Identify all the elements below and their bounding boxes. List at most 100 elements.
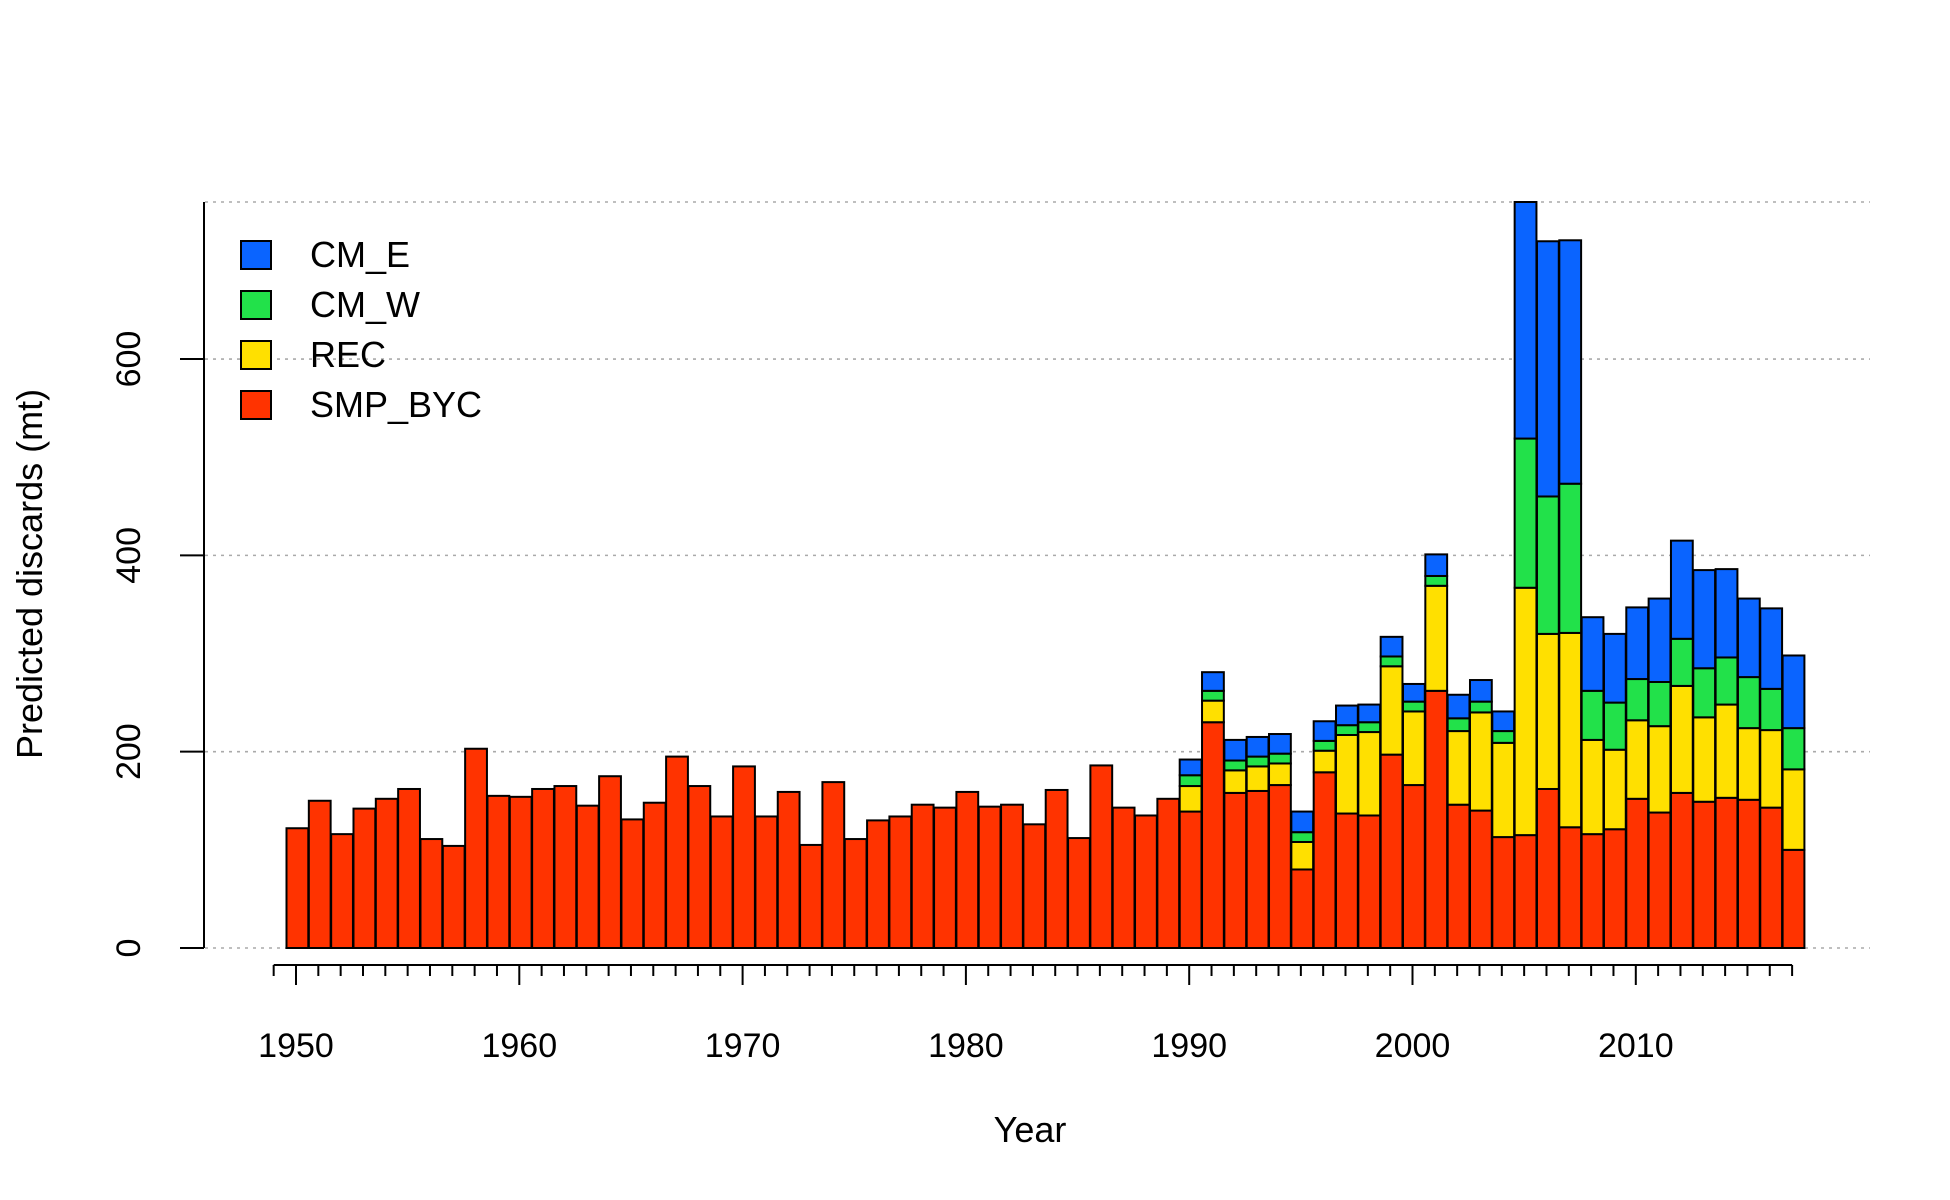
bar-cm-e-1996 <box>1312 720 1337 742</box>
bar-rec-1998 <box>1357 731 1382 817</box>
bar-rec-2016 <box>1759 729 1784 809</box>
bar-smp-byc-2006 <box>1535 787 1560 949</box>
bar-cm-w-2000 <box>1402 700 1426 713</box>
bar-smp-byc-1978 <box>910 803 935 949</box>
legend-swatch-cm-w <box>240 290 272 320</box>
x-tick-label: 1970 <box>705 1027 781 1065</box>
bar-cm-w-1992 <box>1223 759 1248 772</box>
bar-cm-w-2005 <box>1513 437 1538 589</box>
bar-cm-e-2014 <box>1714 568 1739 659</box>
bar-smp-byc-1973 <box>799 843 823 949</box>
bar-smp-byc-1977 <box>888 815 913 950</box>
bar-cm-e-2016 <box>1759 607 1784 690</box>
legend-swatch-smp-byc <box>240 390 272 420</box>
bar-smp-byc-2012 <box>1669 791 1694 949</box>
bar-smp-byc-1988 <box>1134 814 1158 949</box>
bar-cm-e-1994 <box>1268 733 1292 755</box>
bar-rec-1996 <box>1312 749 1337 774</box>
bar-cm-w-2015 <box>1736 676 1761 730</box>
bar-rec-2015 <box>1736 727 1761 801</box>
bar-cm-w-2009 <box>1602 701 1627 751</box>
bar-smp-byc-1998 <box>1357 814 1382 949</box>
bar-rec-1991 <box>1201 699 1225 724</box>
bar-cm-w-1991 <box>1201 689 1225 702</box>
bar-rec-2009 <box>1602 748 1627 831</box>
bar-smp-byc-1982 <box>1000 803 1024 949</box>
bar-smp-byc-1996 <box>1312 771 1337 949</box>
bar-smp-byc-1986 <box>1089 764 1114 950</box>
bar-cm-w-2017 <box>1781 727 1806 771</box>
bar-rec-1999 <box>1379 665 1404 756</box>
bar-smp-byc-2011 <box>1647 811 1672 950</box>
bar-cm-e-2004 <box>1491 710 1516 733</box>
bar-smp-byc-1957 <box>441 844 466 949</box>
bar-cm-w-2006 <box>1535 495 1560 635</box>
bar-smp-byc-2013 <box>1692 800 1717 950</box>
bar-smp-byc-1974 <box>821 781 846 949</box>
bar-smp-byc-2017 <box>1781 848 1806 949</box>
bar-smp-byc-1955 <box>397 787 421 949</box>
x-tick-label: 1960 <box>481 1027 557 1065</box>
bar-smp-byc-1962 <box>553 785 578 950</box>
bar-rec-2013 <box>1692 716 1717 803</box>
bar-rec-2012 <box>1669 684 1694 794</box>
bar-smp-byc-2003 <box>1468 809 1493 949</box>
bar-smp-byc-1994 <box>1268 784 1292 950</box>
bar-smp-byc-1987 <box>1111 806 1136 949</box>
x-axis-label: Year <box>994 1109 1067 1150</box>
bar-rec-2002 <box>1446 730 1471 806</box>
bar-cm-w-2011 <box>1647 680 1672 728</box>
x-tick-label: 1980 <box>928 1027 1004 1065</box>
bar-cm-e-2007 <box>1558 239 1583 485</box>
bar-smp-byc-1950 <box>285 827 310 950</box>
legend-label-cm-w: CM_W <box>310 284 420 325</box>
bar-cm-w-1993 <box>1245 755 1270 768</box>
bar-smp-byc-2008 <box>1580 833 1605 949</box>
legend-label-rec: REC <box>310 334 386 375</box>
bar-cm-w-1990 <box>1178 774 1203 788</box>
bar-smp-byc-2000 <box>1402 784 1426 950</box>
bar-cm-e-2001 <box>1424 553 1449 577</box>
bar-smp-byc-1975 <box>843 838 868 949</box>
bar-smp-byc-1985 <box>1067 837 1091 950</box>
bar-cm-e-1992 <box>1223 738 1248 762</box>
y-tick-label: 0 <box>110 939 148 958</box>
bar-smp-byc-1990 <box>1178 810 1203 950</box>
bar-smp-byc-2014 <box>1714 796 1739 949</box>
bar-cm-e-1993 <box>1245 735 1270 758</box>
bar-cm-w-2003 <box>1468 700 1493 714</box>
bar-cm-e-1991 <box>1201 671 1225 692</box>
bar-cm-e-2012 <box>1669 539 1694 640</box>
bar-rec-1992 <box>1223 769 1248 794</box>
bar-smp-byc-1963 <box>575 804 600 950</box>
bar-rec-1993 <box>1245 765 1270 792</box>
bar-cm-e-1997 <box>1335 704 1359 727</box>
bar-smp-byc-1972 <box>776 790 801 950</box>
bar-cm-w-2012 <box>1669 637 1694 687</box>
bar-rec-2001 <box>1424 584 1449 692</box>
legend-swatch-cm-e <box>240 240 272 270</box>
bar-rec-1994 <box>1268 762 1292 787</box>
bar-smp-byc-1959 <box>486 794 511 950</box>
bar-smp-byc-1989 <box>1156 797 1181 949</box>
x-tick-label: 1950 <box>258 1027 334 1065</box>
bar-rec-2010 <box>1625 719 1650 800</box>
bar-smp-byc-1970 <box>732 765 756 949</box>
y-axis: 0 200 400 600 <box>110 202 205 958</box>
bar-cm-w-2008 <box>1580 689 1605 741</box>
x-tick-label: 2010 <box>1598 1027 1674 1065</box>
bar-cm-e-2015 <box>1736 597 1761 679</box>
bar-cm-e-1998 <box>1357 703 1382 724</box>
y-tick-label: 400 <box>110 527 148 584</box>
y-tick-label: 200 <box>110 723 148 780</box>
bar-rec-2007 <box>1558 631 1583 829</box>
bar-cm-e-1990 <box>1178 758 1203 777</box>
bar-smp-byc-1964 <box>598 775 622 950</box>
bar-smp-byc-1953 <box>352 807 377 949</box>
bar-smp-byc-1993 <box>1245 789 1270 950</box>
bar-cm-e-2009 <box>1602 632 1627 704</box>
x-tick-label: 2000 <box>1375 1027 1451 1065</box>
bar-smp-byc-1966 <box>642 801 667 949</box>
bar-rec-2004 <box>1491 741 1516 839</box>
